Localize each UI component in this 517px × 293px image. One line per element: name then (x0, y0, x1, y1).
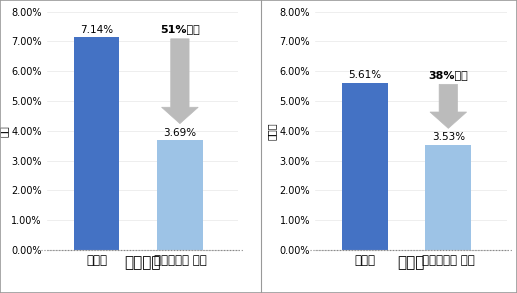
Text: 7.14%: 7.14% (80, 25, 113, 35)
Bar (425, 145, 471, 250)
Text: 38%감소: 38%감소 (429, 70, 468, 80)
Y-axis label: 중증
화율: 중증 화율 (0, 125, 8, 137)
Text: 51%감소: 51%감소 (160, 24, 200, 34)
Polygon shape (430, 84, 467, 128)
Text: 3.53%: 3.53% (432, 132, 465, 142)
Polygon shape (161, 39, 198, 124)
Bar (73, 37, 119, 250)
Bar (157, 140, 203, 250)
Text: 사망률: 사망률 (397, 255, 424, 270)
Text: 중증화율: 중증화율 (124, 255, 161, 270)
Text: 5.61%: 5.61% (348, 70, 382, 81)
Text: 3.69%: 3.69% (163, 127, 196, 138)
Bar (342, 83, 388, 250)
Y-axis label: 사망률: 사망률 (267, 122, 277, 139)
